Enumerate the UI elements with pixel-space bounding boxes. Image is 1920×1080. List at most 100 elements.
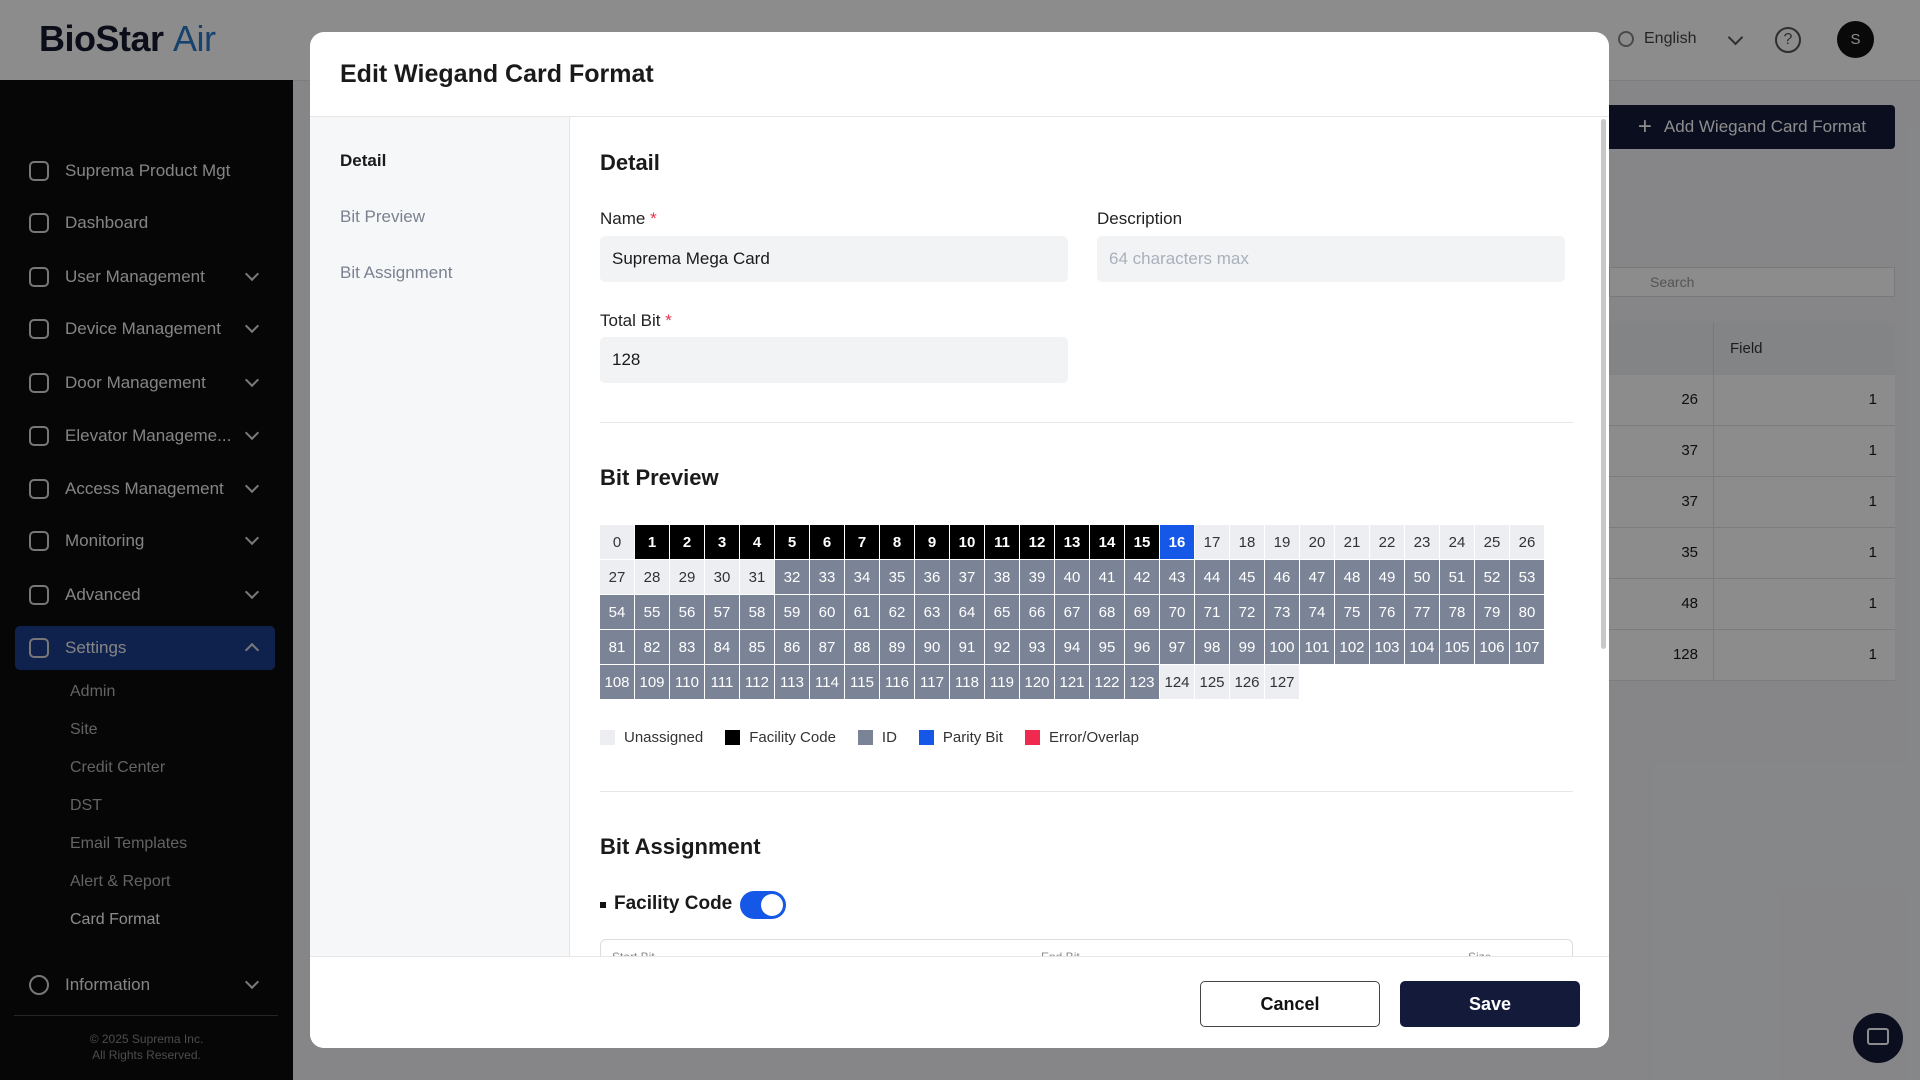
- save-button[interactable]: Save: [1400, 981, 1580, 1027]
- bit-cell: 125: [1195, 665, 1229, 699]
- brand-accent: Air: [173, 18, 216, 59]
- cancel-button[interactable]: Cancel: [1200, 981, 1380, 1027]
- bit-cell: 75: [1335, 595, 1369, 629]
- bit-cell: 70: [1160, 595, 1194, 629]
- legend-swatch: [600, 730, 615, 745]
- bit-cell: 16: [1160, 525, 1194, 559]
- bit-cell: 7: [845, 525, 879, 559]
- sub-nav-item[interactable]: Credit Center: [70, 759, 166, 776]
- search-box[interactable]: Search: [1609, 267, 1895, 297]
- help-icon[interactable]: ?: [1775, 27, 1801, 53]
- total-bit-input[interactable]: 128: [600, 337, 1068, 383]
- sub-nav-item[interactable]: Alert & Report: [70, 873, 171, 890]
- bit-cell: 12: [1020, 525, 1054, 559]
- bit-cell: 83: [670, 630, 704, 664]
- tab[interactable]: Bit Preview: [340, 207, 426, 226]
- nav-item[interactable]: Dashboard: [15, 201, 275, 245]
- sub-nav-item[interactable]: DST: [70, 797, 102, 814]
- sub-nav-item[interactable]: Admin: [70, 683, 116, 700]
- sub-nav-item[interactable]: Site: [70, 721, 98, 738]
- modal-title: Edit Wiegand Card Format: [340, 60, 654, 88]
- col-divider: [1713, 630, 1714, 680]
- bit-cell: 19: [1265, 525, 1299, 559]
- bit-cell: 14: [1090, 525, 1124, 559]
- nav-item[interactable]: Elevator Manageme...: [15, 414, 275, 458]
- tab[interactable]: Detail: [340, 151, 387, 170]
- bit-cell: 102: [1335, 630, 1369, 664]
- input-placeholder: 64 characters max: [1109, 249, 1249, 268]
- bit-cell: 77: [1405, 595, 1439, 629]
- bit-cell: 5: [775, 525, 809, 559]
- bit-cell: 66: [1020, 595, 1054, 629]
- bit-cell: 85: [740, 630, 774, 664]
- language-select[interactable]: English: [1644, 30, 1697, 47]
- toggle[interactable]: [740, 891, 786, 919]
- bit-cell: 90: [915, 630, 949, 664]
- bit-cell: 31: [740, 560, 774, 594]
- nav-item[interactable]: Access Management: [15, 467, 275, 511]
- bit-cell: 79: [1475, 595, 1509, 629]
- nav-item[interactable]: Door Management: [15, 361, 275, 405]
- nav-item[interactable]: Monitoring: [15, 519, 275, 563]
- avatar[interactable]: S: [1837, 21, 1874, 58]
- bit-cell: 24: [1440, 525, 1474, 559]
- nav-item[interactable]: Advanced: [15, 573, 275, 617]
- nav-item[interactable]: User Management: [15, 255, 275, 299]
- cell: 26: [1681, 391, 1698, 408]
- modal: Edit Wiegand Card Format Detail Bit Previ…: [310, 32, 1609, 1048]
- bit-cell: 2: [670, 525, 704, 559]
- bit-cell: 42: [1125, 560, 1159, 594]
- cell: 1: [1868, 391, 1877, 408]
- input-value: Suprema Mega Card: [612, 249, 770, 268]
- bit-cell: 61: [845, 595, 879, 629]
- bit-cell: 54: [600, 595, 634, 629]
- legend-item: Facility Code: [725, 729, 836, 746]
- nav-item[interactable]: Suprema Product Mgt: [15, 149, 275, 193]
- copyright: All Rights Reserved.: [92, 1048, 201, 1062]
- nav-icon: [29, 426, 49, 446]
- nav-item[interactable]: Information: [15, 963, 275, 1007]
- bit-cell: 89: [880, 630, 914, 664]
- bit-cell: 112: [740, 665, 774, 699]
- add-button[interactable]: + Add Wiegand Card Format: [1609, 105, 1895, 149]
- cell: 128: [1672, 646, 1698, 663]
- bit-cell: 58: [740, 595, 774, 629]
- bit-cell: 49: [1370, 560, 1404, 594]
- bit-cell: 127: [1265, 665, 1299, 699]
- bit-cell: 38: [985, 560, 1019, 594]
- sub-nav-item[interactable]: Email Templates: [70, 835, 188, 852]
- name-input[interactable]: Suprema Mega Card: [600, 236, 1068, 282]
- bit-cell: 1: [635, 525, 669, 559]
- table-row: 128 1: [1609, 630, 1895, 681]
- bit-cell: 118: [950, 665, 984, 699]
- bit-cell: 119: [985, 665, 1019, 699]
- description-input[interactable]: 64 characters max: [1097, 236, 1565, 282]
- bullet: [600, 902, 606, 908]
- nav-item[interactable]: Settings: [15, 626, 275, 670]
- bit-cell: 71: [1195, 595, 1229, 629]
- bit-cell: 18: [1230, 525, 1264, 559]
- column-header: Start Bit: [612, 950, 655, 956]
- bit-cell: 39: [1020, 560, 1054, 594]
- bit-cell: 80: [1510, 595, 1544, 629]
- cell: 1: [1868, 544, 1877, 561]
- nav-item[interactable]: Device Management: [15, 307, 275, 351]
- bit-cell: 106: [1475, 630, 1509, 664]
- bit-cell: 73: [1265, 595, 1299, 629]
- divider: [600, 791, 1573, 792]
- input-value: 128: [612, 350, 641, 369]
- chat-button[interactable]: [1853, 1013, 1903, 1063]
- section-heading: Bit Assignment: [600, 834, 761, 859]
- bit-cell: 55: [635, 595, 669, 629]
- field-header: Field: [1730, 340, 1763, 357]
- bit-cell: 22: [1370, 525, 1404, 559]
- nav-icon: [29, 531, 49, 551]
- bit-cell: 108: [600, 665, 634, 699]
- tab[interactable]: Bit Assignment: [340, 263, 453, 282]
- sub-nav-item[interactable]: Card Format: [70, 911, 160, 928]
- bit-cell: 52: [1475, 560, 1509, 594]
- nav-label: Information: [65, 975, 151, 994]
- bit-cell: 11: [985, 525, 1019, 559]
- legend-swatch: [1024, 730, 1040, 745]
- bit-cell: 46: [1265, 560, 1299, 594]
